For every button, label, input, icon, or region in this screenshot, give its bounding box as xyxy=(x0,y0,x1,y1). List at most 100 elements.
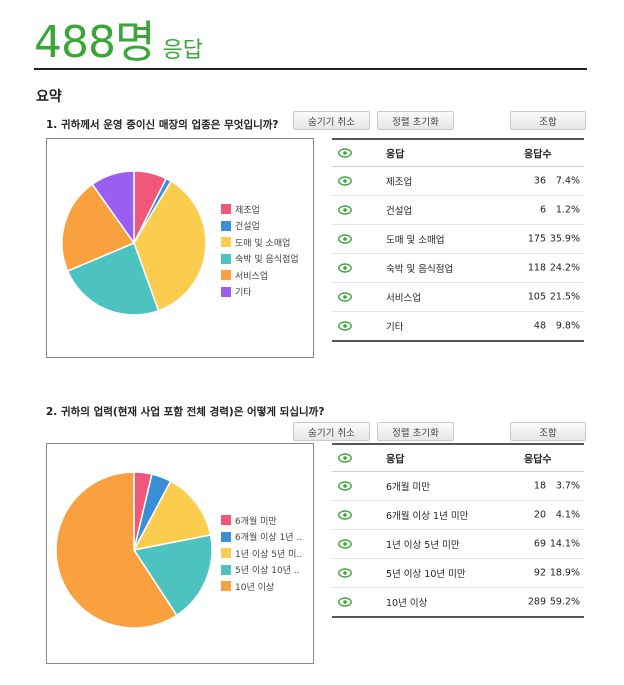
table-row: 10년 이상 289 59.2% xyxy=(332,588,584,616)
view-button[interactable]: 조합 xyxy=(510,111,586,130)
answer-label: 5년 이상 10년 미만 xyxy=(386,569,466,580)
legend-label: 서비스업 xyxy=(235,271,269,282)
eye-icon[interactable] xyxy=(338,292,352,302)
legend-item: 1년 이상 5년 미.. xyxy=(221,545,302,562)
table-row: 숙박 및 음식점업 118 24.2% xyxy=(332,254,584,283)
table-header-row: 응답 응답수 xyxy=(332,445,584,472)
eye-icon[interactable] xyxy=(338,205,352,215)
eye-icon[interactable] xyxy=(338,597,352,607)
answer-percent: 4.1% xyxy=(555,509,580,521)
pie-slice-4 xyxy=(61,183,136,272)
eye-icon[interactable] xyxy=(338,234,352,244)
answer-count: 289 xyxy=(527,596,546,608)
table-row: 건설업 6 1.2% xyxy=(332,196,584,225)
question-title: 1. 귀하께서 운영 중이신 매장의 업종은 무엇입니까? xyxy=(46,119,279,131)
answer-label: 기타 xyxy=(386,322,404,333)
table-header-row: 응답 응답수 xyxy=(332,140,584,167)
legend-item: 기타 xyxy=(221,284,299,301)
answer-header: 응답 xyxy=(386,454,405,466)
pie-chart: 6개월 미만 6개월 이상 1년 .. 1년 이상 5년 미.. 5년 이상 1… xyxy=(46,443,314,664)
summary-title: 요약 xyxy=(36,89,62,105)
answer-percent: 24.2% xyxy=(549,262,580,274)
legend-item: 5년 이상 10년 .. xyxy=(221,562,302,579)
eye-icon[interactable] xyxy=(338,539,352,549)
answer-percent: 7.4% xyxy=(555,175,580,187)
answer-percent: 1.2% xyxy=(555,204,580,216)
legend-swatch xyxy=(221,548,231,559)
answer-percent: 35.9% xyxy=(549,233,580,245)
answer-count: 18 xyxy=(533,480,546,492)
hide-cancel-button[interactable]: 숨기기 취소 xyxy=(293,422,370,441)
table-row: 도매 및 소매업 175 35.9% xyxy=(332,225,584,254)
response-table: 응답 응답수 제조업 36 7.4% 건설업 6 1.2% 도매 및 소매업 1… xyxy=(332,138,584,342)
eye-icon[interactable] xyxy=(338,481,352,491)
answer-header: 응답 xyxy=(386,149,405,161)
sort-reset-button[interactable]: 정렬 초기화 xyxy=(377,111,454,130)
legend-label: 건설업 xyxy=(235,222,260,233)
eye-icon[interactable] xyxy=(338,148,352,158)
table-row: 6개월 이상 1년 미만 20 4.1% xyxy=(332,501,584,530)
answer-label: 10년 이상 xyxy=(386,598,428,609)
legend-label: 6개월 미만 xyxy=(235,516,277,527)
sort-reset-button[interactable]: 정렬 초기화 xyxy=(377,422,454,441)
pie-slice-2 xyxy=(133,180,207,312)
answer-count: 92 xyxy=(533,567,546,579)
legend-item: 건설업 xyxy=(221,218,299,235)
answer-count: 20 xyxy=(533,509,546,521)
legend-label: 1년 이상 5년 미.. xyxy=(235,549,303,560)
legend-item: 6개월 미만 xyxy=(221,512,302,529)
legend-label: 5년 이상 10년 .. xyxy=(235,566,300,577)
legend-swatch xyxy=(221,515,231,526)
legend-label: 기타 xyxy=(235,288,252,299)
legend-item: 숙박 및 음식점업 xyxy=(221,251,299,268)
eye-icon[interactable] xyxy=(338,176,352,186)
table-row: 5년 이상 10년 미만 92 18.9% xyxy=(332,559,584,588)
eye-icon[interactable] xyxy=(338,510,352,520)
answer-label: 도매 및 소매업 xyxy=(386,235,445,246)
question-title: 2. 귀하의 업력(현재 사업 포함 전체 경력)은 어떻게 되십니까? xyxy=(46,406,325,418)
answer-percent: 59.2% xyxy=(549,596,580,608)
pie-slice-5 xyxy=(91,170,135,246)
answer-percent: 3.7% xyxy=(555,480,580,492)
table-row: 기타 48 9.8% xyxy=(332,312,584,340)
answer-label: 1년 이상 5년 미만 xyxy=(386,540,460,551)
legend-swatch xyxy=(221,270,231,281)
answer-label: 제조업 xyxy=(386,177,413,188)
legend-label: 도매 및 소매업 xyxy=(235,238,291,249)
response-table: 응답 응답수 6개월 미만 18 3.7% 6개월 이상 1년 미만 20 4.… xyxy=(332,443,584,618)
response-count: 488명 xyxy=(34,17,155,68)
pie-chart-svg xyxy=(55,471,213,629)
answer-count: 48 xyxy=(533,320,546,332)
table-row: 6개월 미만 18 3.7% xyxy=(332,472,584,501)
legend-item: 도매 및 소매업 xyxy=(221,234,299,251)
answer-count: 69 xyxy=(533,538,546,550)
legend-swatch xyxy=(221,237,231,248)
count-header: 응답수 xyxy=(524,149,552,161)
eye-icon[interactable] xyxy=(338,453,352,463)
legend-swatch xyxy=(221,253,231,264)
eye-icon[interactable] xyxy=(338,321,352,331)
table-row: 제조업 36 7.4% xyxy=(332,167,584,196)
eye-icon[interactable] xyxy=(338,263,352,273)
pie-slice-2 xyxy=(132,480,212,552)
answer-label: 6개월 이상 1년 미만 xyxy=(386,511,469,522)
legend-swatch xyxy=(221,220,231,231)
answer-label: 서비스업 xyxy=(386,293,421,304)
chart-legend: 제조업 건설업 도매 및 소매업 숙박 및 음식점업 서비스업 기타 xyxy=(221,201,299,300)
legend-label: 6개월 이상 1년 .. xyxy=(235,533,303,544)
header-divider xyxy=(34,68,587,70)
legend-swatch xyxy=(221,286,231,297)
pie-chart-svg xyxy=(61,170,207,316)
eye-icon[interactable] xyxy=(338,568,352,578)
pie-slice-3 xyxy=(132,534,213,617)
response-count-label: 응답 xyxy=(162,38,203,63)
answer-label: 건설업 xyxy=(386,206,413,217)
table-row: 서비스업 105 21.5% xyxy=(332,283,584,312)
legend-item: 10년 이상 xyxy=(221,578,302,595)
view-button[interactable]: 조합 xyxy=(510,422,586,441)
answer-count: 105 xyxy=(527,291,546,303)
legend-swatch xyxy=(221,564,231,575)
pie-slice-4 xyxy=(55,471,178,629)
hide-cancel-button[interactable]: 숨기기 취소 xyxy=(293,111,370,130)
pie-chart: 제조업 건설업 도매 및 소매업 숙박 및 음식점업 서비스업 기타 xyxy=(46,138,314,358)
